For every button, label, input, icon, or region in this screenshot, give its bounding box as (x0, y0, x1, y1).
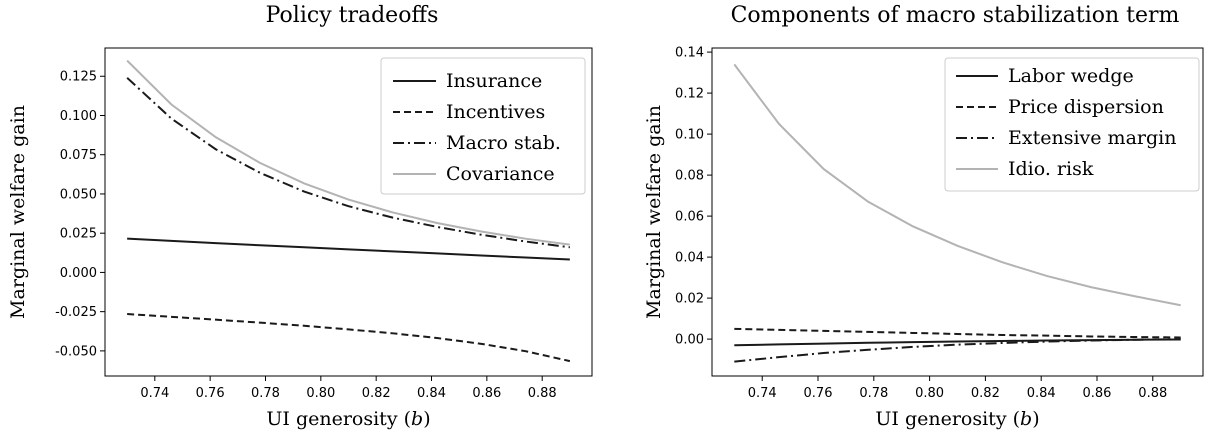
y-tick-label: 0.10 (675, 128, 704, 143)
y-axis-label: Marginal welfare gain (643, 105, 665, 319)
series-line-idio-risk (733, 63, 1181, 307)
y-tick-label: 0.075 (60, 148, 97, 163)
y-tick-label: 0.04 (675, 251, 704, 266)
x-tick-label: 0.84 (1027, 386, 1056, 401)
x-tick-label: 0.80 (306, 386, 335, 401)
x-tick-label: 0.78 (859, 386, 888, 401)
x-tick-label: 0.80 (915, 386, 944, 401)
series-line-insurance (127, 237, 570, 261)
x-axis-label: UI generosity (b) (875, 408, 1039, 430)
series-line-macro-stab (126, 77, 570, 249)
legend-label-idio-risk: Idio. risk (1008, 158, 1094, 180)
y-tick-label: 0.14 (675, 46, 704, 61)
y-tick-label: -0.050 (55, 344, 97, 359)
series-line-price-dispersion (734, 327, 1181, 339)
x-tick-label: 0.74 (748, 386, 777, 401)
series-line-extensive-margin (734, 338, 1181, 363)
legend-label-macro-stab: Macro stab. (446, 132, 561, 154)
chart-macro-stabilization-components: Components of macro stabilization term 0.… (643, 3, 1204, 430)
y-tick-label: 0.02 (675, 292, 704, 307)
series-line-covariance (126, 59, 570, 246)
x-tick-label: 0.74 (140, 386, 169, 401)
legend-label-covariance: Covariance (446, 163, 555, 185)
legend-box (944, 57, 1200, 192)
legend-label-extensive-margin: Extensive margin (1008, 127, 1176, 149)
x-tick-label: 0.76 (804, 386, 833, 401)
y-tick-label: 0.06 (675, 210, 704, 225)
y-tick-label: -0.025 (55, 305, 97, 320)
x-tick-label: 0.86 (1083, 386, 1112, 401)
plot-frame (104, 47, 593, 377)
chart-policy-tradeoffs: Policy tradeoffs 0.74 0.76 0.78 0.80 0.82 0.84… (7, 3, 593, 430)
y-tick-label: 0.025 (60, 227, 97, 242)
x-tick-label: 0.82 (971, 386, 1000, 401)
x-tick-label: 0.76 (196, 386, 225, 401)
series-line-incentives (127, 313, 571, 363)
x-tick-label: 0.82 (362, 386, 391, 401)
x-tick-label: 0.84 (417, 386, 446, 401)
y-tick-label: 0.12 (675, 87, 704, 102)
x-tick-label: 0.88 (1138, 386, 1167, 401)
legend: Labor wedge Price dispersion Extensive mar… (944, 57, 1200, 192)
y-tick-label: 0.125 (60, 70, 97, 85)
legend-label-labor-wedge: Labor wedge (1008, 65, 1134, 87)
y-tick-label: 0.050 (60, 187, 97, 202)
x-tick-label: 0.86 (472, 386, 501, 401)
legend-label-insurance: Insurance (446, 70, 542, 92)
y-tick-label: 0.08 (675, 169, 704, 184)
legend: Insurance Incentives Macro stab. Covariance (380, 57, 586, 195)
legend-label-price-dispersion: Price dispersion (1008, 96, 1164, 118)
y-axis-label: Marginal welfare gain (7, 105, 29, 319)
y-tick-label: 0.100 (60, 109, 97, 124)
y-tick-label: 0.000 (60, 266, 97, 281)
chart-title: Components of macro stabilization term (731, 3, 1180, 28)
legend-box (380, 57, 586, 195)
y-tick-label: 0.00 (675, 333, 704, 348)
legend-label-incentives: Incentives (446, 101, 545, 123)
plot-frame (711, 47, 1204, 377)
x-tick-label: 0.78 (251, 386, 280, 401)
x-tick-label: 0.88 (528, 386, 557, 401)
chart-title: Policy tradeoffs (266, 3, 439, 28)
x-axis-label: UI generosity (b) (266, 408, 430, 430)
